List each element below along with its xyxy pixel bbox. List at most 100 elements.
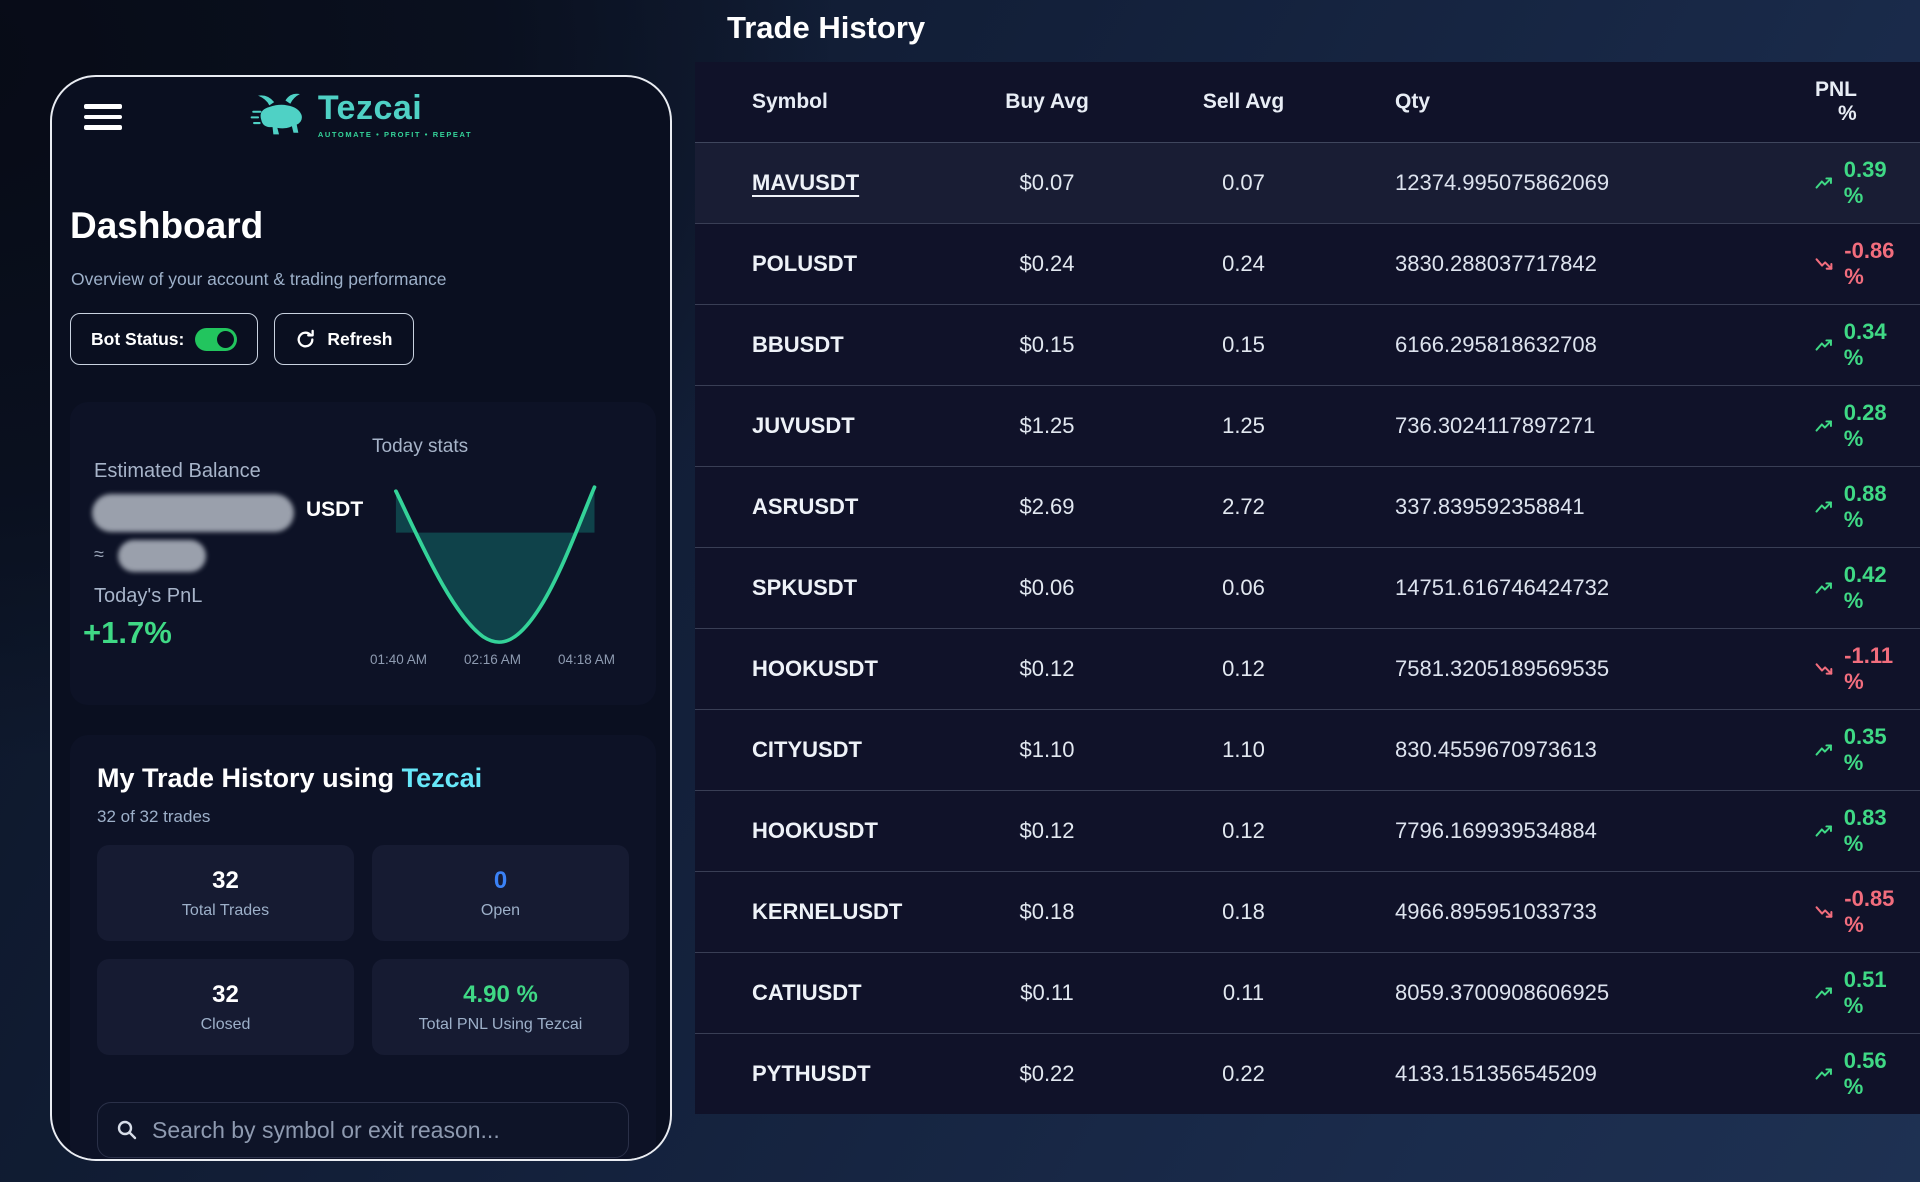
table-row[interactable]: KERNELUSDT $0.18 0.18 4966.895951033733 … (695, 871, 1920, 952)
column-header-symbol[interactable]: Symbol (752, 90, 828, 113)
table-row[interactable]: HOOKUSDT $0.12 0.12 7581.3205189569535 -… (695, 628, 1920, 709)
pnl-cell: 0.56 % (1815, 1048, 1894, 1100)
bot-status-toggle[interactable] (195, 327, 238, 351)
table-row[interactable]: ASRUSDT $2.69 2.72 337.839592358841 0.88… (695, 466, 1920, 547)
qty-cell: 830.4559670973613 (1395, 737, 1597, 762)
trending-down-icon (1815, 906, 1833, 918)
pnl-cell: 0.42 % (1815, 562, 1894, 614)
brand-tagline: AUTOMATE • PROFIT • REPEAT (317, 130, 473, 139)
today-stats-label: Today stats (372, 436, 469, 457)
table-row[interactable]: JUVUSDT $1.25 1.25 736.3024117897271 0.2… (695, 385, 1920, 466)
sell-avg-cell: 0.24 (1222, 251, 1265, 276)
sell-avg-cell: 0.12 (1222, 656, 1265, 681)
x-tick: 02:16 AM (463, 652, 522, 667)
search-box[interactable] (97, 1102, 629, 1158)
buy-avg-cell: $0.18 (1019, 899, 1075, 924)
table-row[interactable]: MAVUSDT $0.07 0.07 12374.995075862069 0.… (695, 142, 1920, 223)
menu-bar (84, 104, 122, 109)
column-header-pnl[interactable]: PNL % (1815, 78, 1857, 125)
page-title: Dashboard (70, 205, 264, 246)
currency-label: USDT (306, 498, 364, 521)
table-body: MAVUSDT $0.07 0.07 12374.995075862069 0.… (695, 142, 1920, 1114)
pnl-cell: 0.83 % (1815, 805, 1894, 857)
trade-history-table: Symbol Buy Avg Sell Avg Qty PNL % MAVUSD… (695, 62, 1920, 1114)
qty-cell: 4133.151356545209 (1395, 1061, 1597, 1086)
buy-avg-cell: $0.07 (1019, 170, 1075, 195)
refresh-button[interactable]: Refresh (274, 313, 414, 365)
symbol-cell[interactable]: BBUSDT (752, 332, 844, 357)
trending-up-icon (1815, 501, 1832, 513)
estimated-balance-label: Estimated Balance (94, 460, 261, 482)
pnl-value: 0.39 % (1843, 157, 1887, 208)
toolbar: Bot Status: Refresh (70, 313, 414, 365)
symbol-cell[interactable]: MAVUSDT (752, 170, 860, 195)
column-header-sell-avg[interactable]: Sell Avg (1202, 90, 1285, 113)
buy-avg-cell: $0.24 (1019, 251, 1075, 276)
symbol-cell[interactable]: PYTHUSDT (752, 1061, 871, 1086)
summary-title: My Trade History using Tezcai (97, 763, 483, 793)
page-subtitle: Overview of your account & trading perfo… (71, 269, 447, 289)
table-row[interactable]: BBUSDT $0.15 0.15 6166.295818632708 0.34… (695, 304, 1920, 385)
table-row[interactable]: CATIUSDT $0.11 0.11 8059.3700908606925 0… (695, 952, 1920, 1033)
qty-cell: 4966.895951033733 (1395, 899, 1597, 924)
buy-avg-cell: $0.12 (1019, 818, 1075, 843)
sell-avg-cell: 0.15 (1222, 332, 1265, 357)
symbol-cell[interactable]: HOOKUSDT (752, 818, 878, 843)
trade-summary-card: My Trade History using Tezcai 32 of 32 t… (70, 735, 656, 1159)
qty-cell: 14751.616746424732 (1395, 575, 1610, 600)
qty-cell: 337.839592358841 (1395, 494, 1585, 519)
symbol-cell[interactable]: HOOKUSDT (752, 656, 878, 681)
buy-avg-cell: $1.10 (1019, 737, 1075, 762)
pnl-value: 0.28 % (1843, 400, 1887, 451)
column-header-qty[interactable]: Qty (1395, 90, 1431, 113)
trades-count: 32 of 32 trades (97, 807, 211, 826)
stat-total-trades: 32 Total Trades (97, 845, 354, 941)
sell-avg-cell: 1.25 (1222, 413, 1265, 438)
search-input[interactable] (152, 1116, 610, 1144)
table-row[interactable]: POLUSDT $0.24 0.24 3830.288037717842 -0.… (695, 223, 1920, 304)
trending-up-icon (1815, 744, 1832, 756)
qty-cell: 6166.295818632708 (1395, 332, 1597, 357)
symbol-cell[interactable]: SPKUSDT (752, 575, 858, 600)
bull-icon (250, 93, 302, 135)
pnl-cell: -0.85 % (1815, 886, 1901, 938)
symbol-cell[interactable]: POLUSDT (752, 251, 858, 276)
trending-up-icon (1815, 582, 1832, 594)
column-header-buy-avg[interactable]: Buy Avg (1005, 90, 1089, 113)
pnl-value: 0.34 % (1843, 319, 1887, 370)
brand-logo[interactable]: Tezcai AUTOMATE • PROFIT • REPEAT (52, 91, 670, 139)
table-row[interactable]: SPKUSDT $0.06 0.06 14751.616746424732 0.… (695, 547, 1920, 628)
stat-closed: 32 Closed (97, 959, 354, 1055)
symbol-cell[interactable]: CITYUSDT (752, 737, 862, 762)
symbol-cell[interactable]: CATIUSDT (752, 980, 862, 1005)
menu-button[interactable] (84, 104, 122, 136)
pnl-cell: 0.39 % (1815, 157, 1894, 209)
symbol-cell[interactable]: ASRUSDT (752, 494, 859, 519)
table-row[interactable]: PYTHUSDT $0.22 0.22 4133.151356545209 0.… (695, 1033, 1920, 1114)
summary-title-brand: Tezcai (401, 763, 483, 793)
buy-avg-cell: $0.12 (1019, 656, 1075, 681)
buy-avg-cell: $0.06 (1019, 575, 1075, 600)
redacted-fiat-value (118, 540, 206, 572)
pnl-value: 0.51 % (1843, 967, 1887, 1018)
x-tick: 01:40 AM (370, 652, 428, 667)
table-row[interactable]: HOOKUSDT $0.12 0.12 7796.169939534884 0.… (695, 790, 1920, 871)
bot-status-label: Bot Status: (91, 328, 185, 349)
sell-avg-cell: 0.12 (1222, 818, 1265, 843)
qty-cell: 7796.169939534884 (1395, 818, 1597, 843)
buy-avg-cell: $1.25 (1019, 413, 1075, 438)
trending-up-icon (1815, 420, 1832, 432)
bot-status-pill[interactable]: Bot Status: (70, 313, 259, 365)
table-row[interactable]: CITYUSDT $1.10 1.10 830.4559670973613 0.… (695, 709, 1920, 790)
symbol-cell[interactable]: KERNELUSDT (752, 899, 903, 924)
brand-text: Tezcai AUTOMATE • PROFIT • REPEAT (318, 91, 472, 139)
symbol-cell[interactable]: JUVUSDT (752, 413, 855, 438)
refresh-label: Refresh (327, 328, 393, 349)
stat-total-pnl: 4.90 % Total PNL Using Tezcai (372, 959, 629, 1055)
table-title: Trade History (727, 10, 926, 45)
trending-down-icon (1815, 258, 1833, 270)
pnl-cell: 0.28 % (1815, 400, 1894, 452)
trending-up-icon (1815, 339, 1832, 351)
table-header: Symbol Buy Avg Sell Avg Qty PNL % (695, 62, 1920, 142)
buy-avg-cell: $2.69 (1019, 494, 1075, 519)
